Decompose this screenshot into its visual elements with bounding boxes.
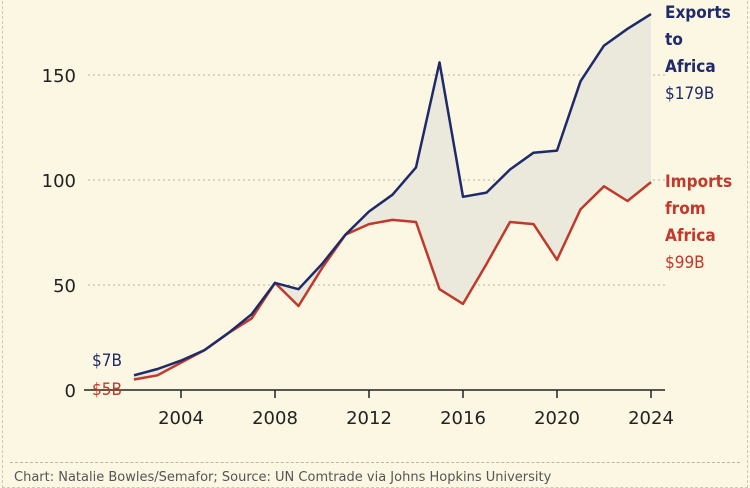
x-tick-label: 2004 [158,408,204,429]
x-tick-label: 2024 [628,408,674,429]
exports-label-line2: to [665,27,683,54]
imports-label-line2: from [665,196,706,223]
x-tick-label: 2020 [534,408,580,429]
exports-label-line3: Africa [665,54,716,81]
imports-label-line3: Africa [665,223,716,250]
imports-label-line1: Imports [665,169,732,196]
x-tick-label: 2012 [346,408,392,429]
imports-start-label: $5B [92,377,122,404]
footer-divider [10,462,740,463]
footer-credit: Chart: Natalie Bowles/Semafor; Source: U… [14,470,551,485]
x-tick-label: 2008 [252,408,298,429]
exports-end-value: $179B [665,81,714,108]
exports-start-label: $7B [92,348,122,375]
y-tick-label: 0 [65,381,76,402]
y-tick-label: 150 [42,66,76,87]
imports-end-value: $99B [665,250,705,277]
y-tick-label: 100 [42,171,76,192]
gap-shading [134,14,651,379]
exports-label-line1: Exports [665,0,731,27]
y-tick-label: 50 [53,276,76,297]
x-tick-label: 2016 [440,408,486,429]
